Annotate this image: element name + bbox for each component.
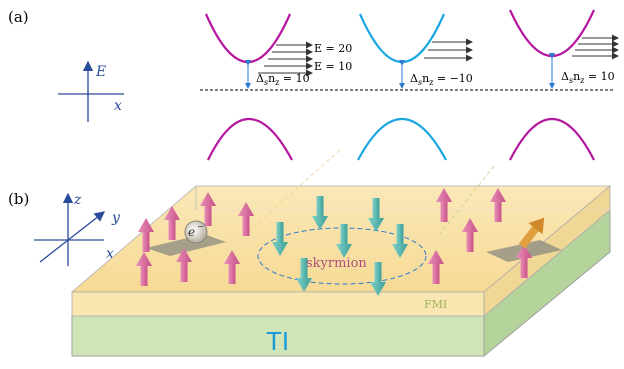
wave-arrows-2 bbox=[424, 38, 473, 62]
skyrmion-label: skyrmion bbox=[306, 256, 367, 271]
axis-y-label: y bbox=[111, 210, 121, 226]
conduction-band-1 bbox=[204, 13, 292, 63]
panel-b-axes bbox=[34, 192, 106, 266]
valence-band-1 bbox=[207, 118, 293, 161]
conduction-band-2 bbox=[358, 13, 446, 63]
axis-e-label: E bbox=[95, 64, 106, 80]
svg-text:e: e bbox=[188, 225, 195, 239]
panel-a-label: (a) bbox=[8, 8, 29, 26]
valence-band-3 bbox=[509, 118, 595, 161]
gap-label-1: Δsnz = 10 bbox=[256, 72, 310, 87]
axis-z-label: z bbox=[73, 192, 82, 208]
panel-a-axes: E x bbox=[58, 60, 124, 122]
energy-label-10: E = 10 bbox=[314, 60, 352, 73]
electron-track-left bbox=[146, 234, 226, 256]
gap-label-3: Δsnz = 10 bbox=[561, 70, 615, 85]
energy-label-20: E = 20 bbox=[314, 42, 352, 55]
wave-arrows-3 bbox=[572, 34, 619, 60]
projection-line-2 bbox=[439, 165, 495, 235]
ti-label: TI bbox=[266, 326, 289, 356]
panel-b-label: (b) bbox=[8, 190, 29, 208]
gap-label-2: Δsnz = −10 bbox=[410, 72, 473, 87]
fmi-label: FMI bbox=[424, 298, 447, 311]
axis-x-label: x bbox=[114, 98, 122, 114]
conduction-band-3 bbox=[508, 9, 596, 57]
tilted-spin-arrow bbox=[518, 217, 545, 249]
wave-arrows-1 bbox=[258, 41, 313, 77]
svg-text:−: − bbox=[197, 222, 204, 231]
axis-x-label-b: x bbox=[106, 246, 114, 262]
electron: e − bbox=[184, 220, 208, 244]
valence-band-2 bbox=[357, 118, 447, 161]
